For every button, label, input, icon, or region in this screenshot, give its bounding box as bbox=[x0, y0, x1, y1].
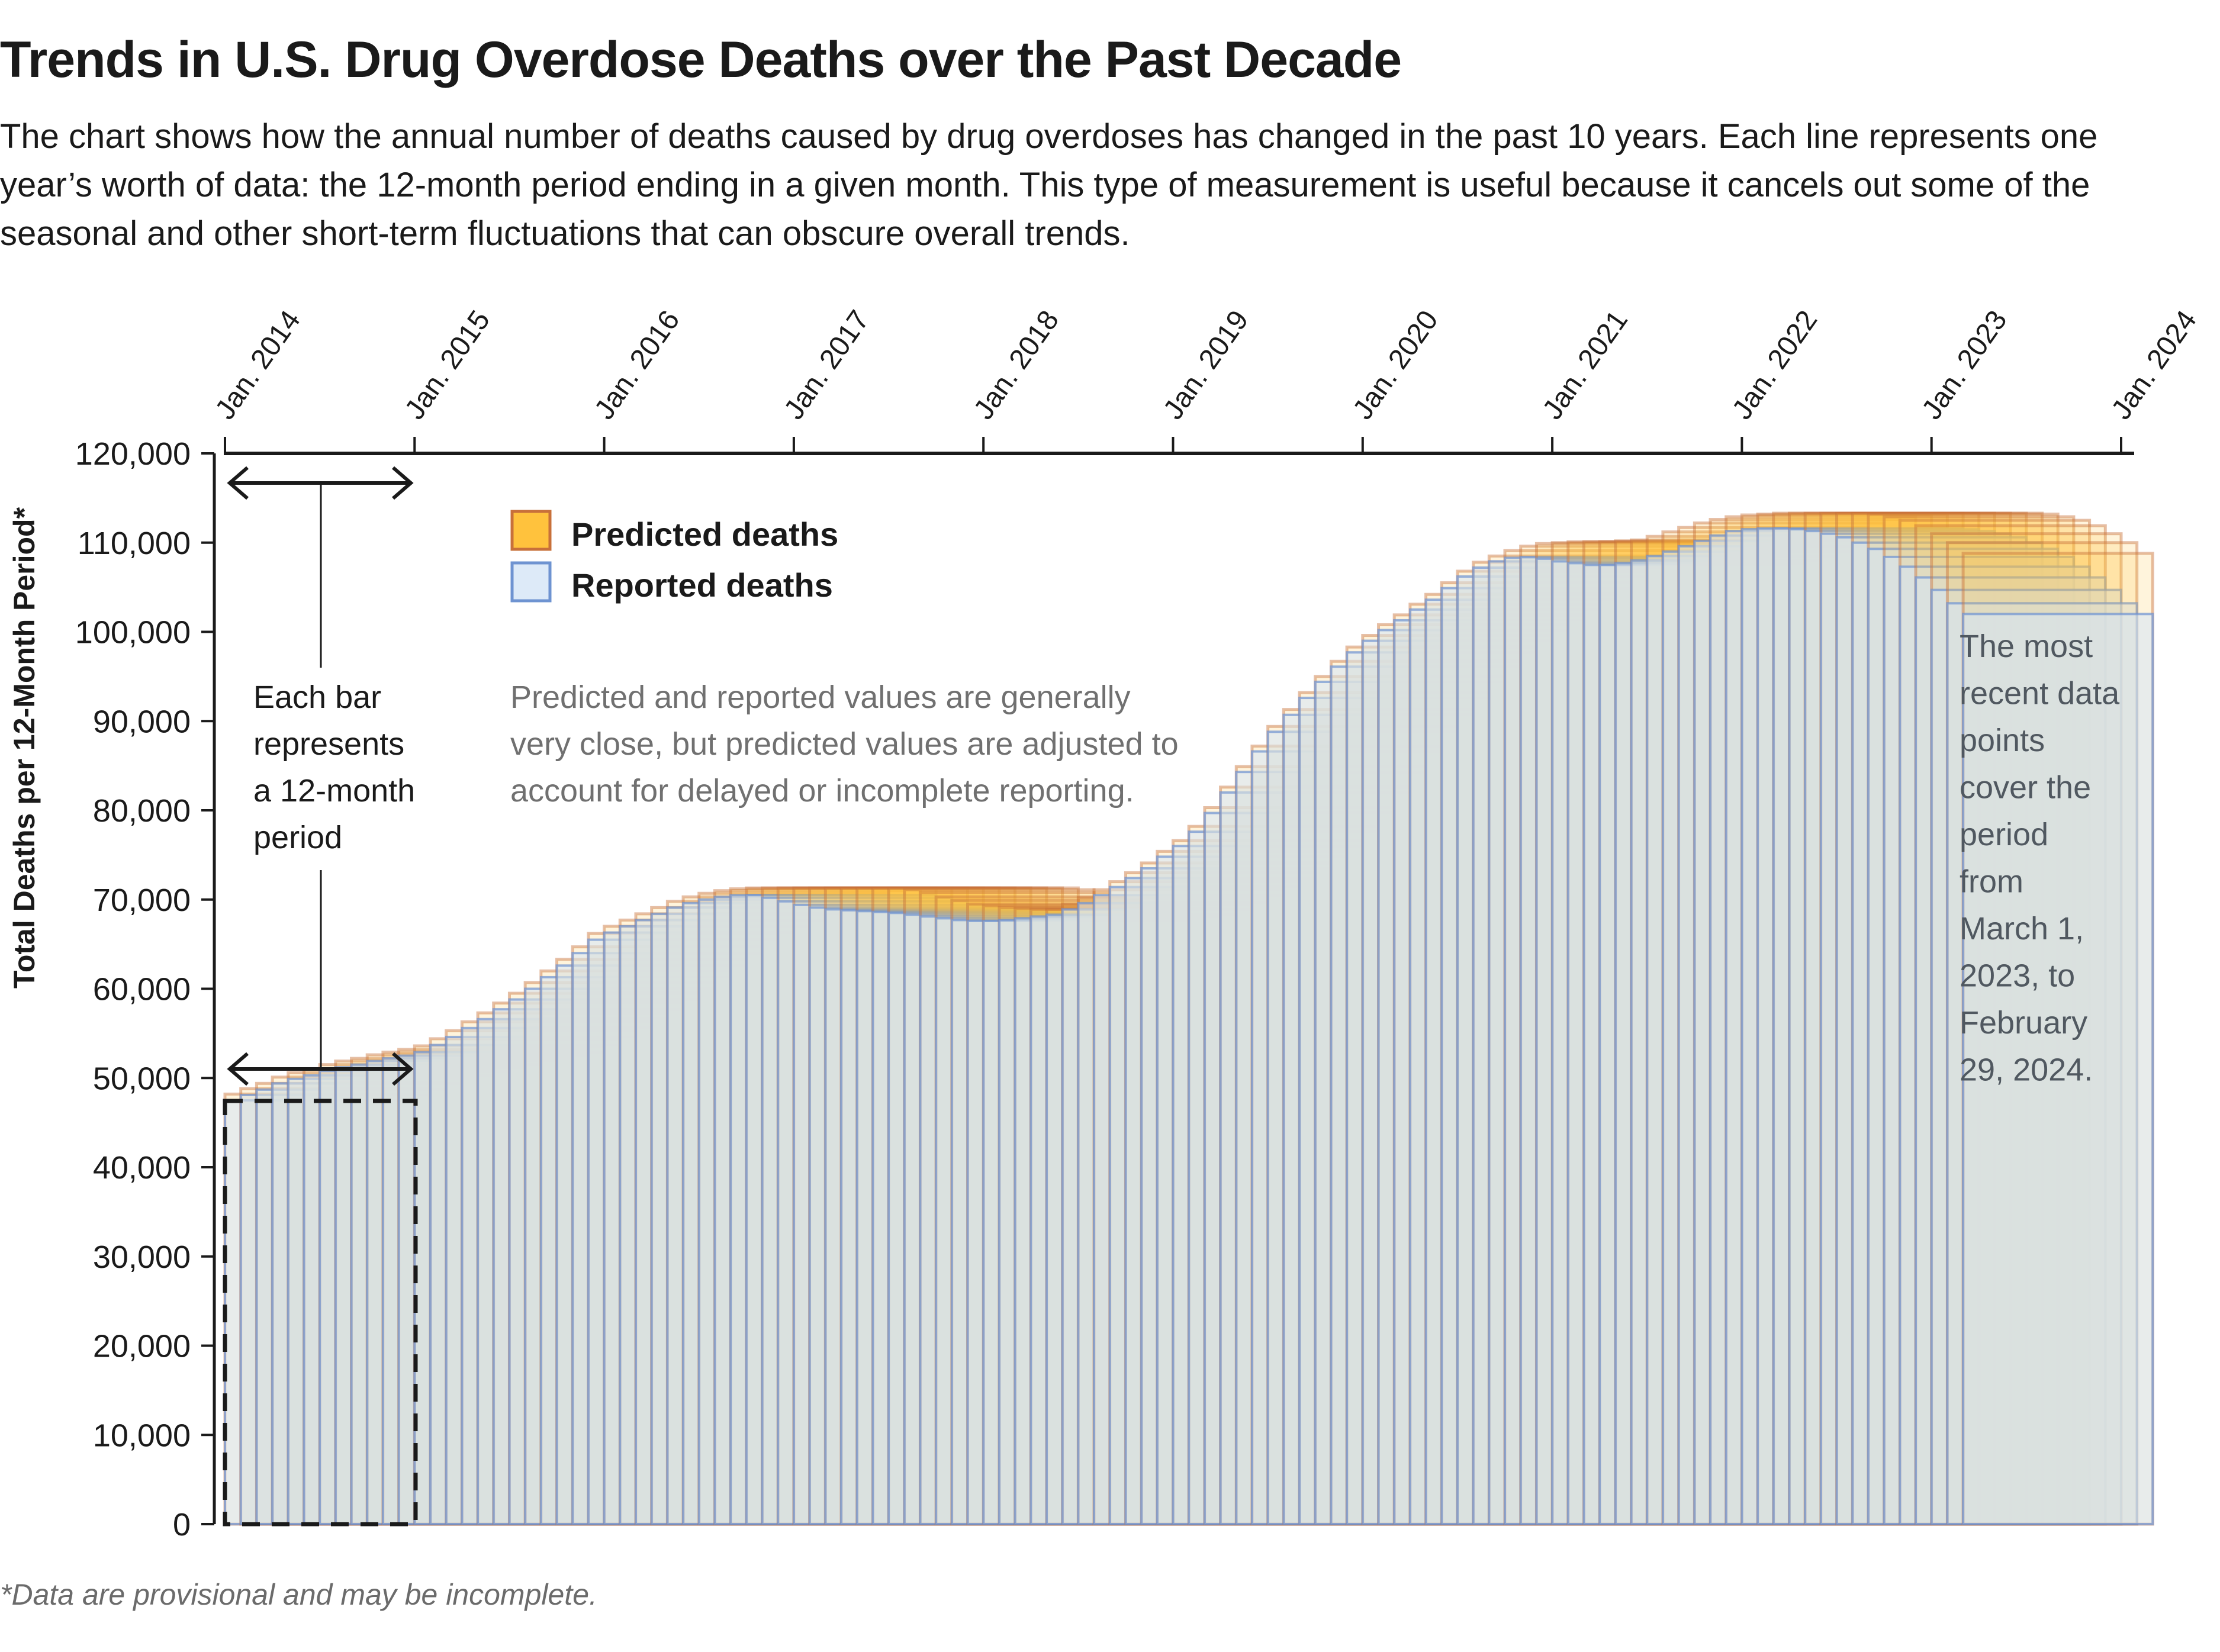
most-recent-line: 29, 2024. bbox=[1960, 1052, 2093, 1088]
y-tick-label: 90,000 bbox=[93, 704, 191, 739]
legend: Predicted deaths Reported deaths bbox=[510, 510, 838, 604]
y-tick-label: 40,000 bbox=[93, 1150, 191, 1186]
reported-bar bbox=[1962, 613, 2154, 1525]
footnote: *Data are provisional and may be incompl… bbox=[0, 1578, 597, 1611]
x-tick-label: Jan. 2016 bbox=[588, 305, 686, 425]
x-tick-label: Jan. 2019 bbox=[1157, 305, 1254, 425]
chart-subtitle: The chart shows how the annual number of… bbox=[0, 117, 2098, 253]
x-tick-label: Jan. 2021 bbox=[1537, 305, 1634, 425]
x-tick-label: Jan. 2020 bbox=[1347, 305, 1444, 425]
most-recent-line: March 1, bbox=[1960, 911, 2084, 946]
x-tick-label: Jan. 2024 bbox=[2106, 305, 2203, 425]
period-bar bbox=[1961, 552, 2154, 1526]
y-tick-label: 10,000 bbox=[93, 1418, 191, 1453]
y-tick-label: 0 bbox=[173, 1507, 191, 1542]
x-tick-label: Jan. 2017 bbox=[778, 305, 875, 425]
x-tick-label: Jan. 2018 bbox=[968, 305, 1065, 425]
predicted-vs-reported-line: account for delayed or incomplete report… bbox=[510, 773, 1134, 809]
bar-explainer-annotation: Each bar represents a 12-month period bbox=[253, 680, 415, 855]
most-recent-line: from bbox=[1960, 864, 2023, 900]
most-recent-line: 2023, to bbox=[1960, 958, 2075, 994]
x-tick-label: Jan. 2022 bbox=[1726, 305, 1823, 425]
first-bar-highlight bbox=[223, 1099, 418, 1527]
most-recent-line: cover the bbox=[1960, 770, 2091, 806]
y-tick-label: 30,000 bbox=[93, 1239, 191, 1275]
y-tick-label: 120,000 bbox=[75, 436, 191, 472]
y-tick-label: 20,000 bbox=[93, 1329, 191, 1364]
legend-label-predicted: Predicted deaths bbox=[571, 516, 838, 553]
most-recent-line: period bbox=[1960, 817, 2048, 852]
most-recent-line: recent data bbox=[1960, 676, 2120, 711]
most-recent-line: The most bbox=[1960, 629, 2093, 664]
y-ticks: 0 10,000 20,000 30,000 40,000 50,000 60,000 70,… bbox=[75, 436, 214, 1542]
x-tick-label: Jan. 2014 bbox=[210, 305, 307, 425]
most-recent-annotation: The most recent data points cover the period… bbox=[1960, 629, 2120, 1088]
bar-explainer-line: Each bar bbox=[253, 680, 381, 715]
legend-label-reported: Reported deaths bbox=[571, 566, 833, 604]
y-axis-label: Total Deaths per 12-Month Period* bbox=[8, 507, 41, 988]
bars-layer bbox=[223, 511, 2154, 1526]
predicted-vs-reported-line: Predicted and reported values are genera… bbox=[510, 680, 1131, 715]
bar-explainer-line: period bbox=[253, 820, 342, 855]
y-tick-label: 100,000 bbox=[75, 615, 191, 651]
y-tick-label: 60,000 bbox=[93, 972, 191, 1007]
predicted-vs-reported-annotation: Predicted and reported values are genera… bbox=[510, 680, 1179, 809]
y-tick-label: 80,000 bbox=[93, 793, 191, 829]
most-recent-line: points bbox=[1960, 723, 2045, 758]
legend-swatch-reported bbox=[510, 561, 552, 603]
x-tick-label: Jan. 2015 bbox=[399, 305, 496, 425]
y-tick-label: 110,000 bbox=[78, 526, 191, 561]
chart-title: Trends in U.S. Drug Overdose Deaths over… bbox=[0, 31, 1402, 88]
bar-explainer-line: a 12-month bbox=[253, 773, 415, 809]
x-ticks: Jan. 2014 Jan. 2015 Jan. 2016 Jan. 2017 Jan.… bbox=[210, 305, 2203, 453]
legend-swatch-predicted bbox=[510, 510, 552, 551]
y-tick-label: 70,000 bbox=[93, 883, 191, 918]
predicted-vs-reported-line: very close, but predicted values are adj… bbox=[510, 726, 1179, 762]
most-recent-line: February bbox=[1960, 1005, 2087, 1041]
y-tick-label: 50,000 bbox=[93, 1061, 191, 1096]
bar-explainer-line: represents bbox=[253, 726, 404, 762]
x-tick-label: Jan. 2023 bbox=[1916, 305, 2013, 425]
